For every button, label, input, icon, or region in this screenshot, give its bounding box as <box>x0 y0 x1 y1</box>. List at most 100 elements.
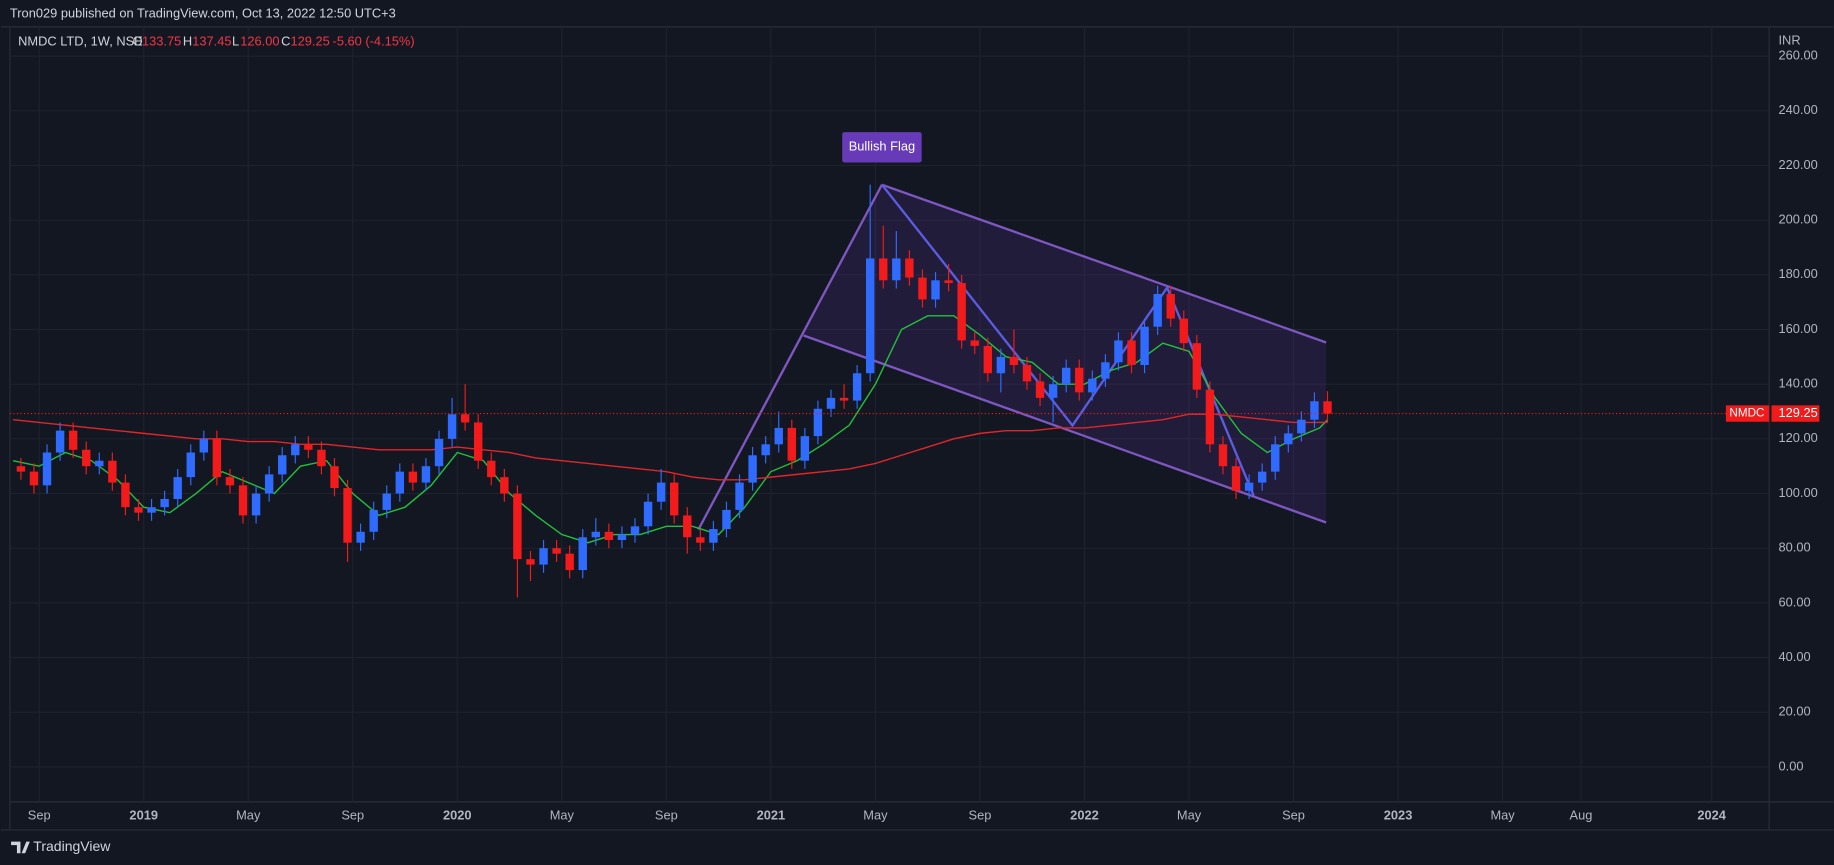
x-tick-label: Aug <box>1570 807 1593 822</box>
candle-body <box>1140 326 1149 366</box>
candle-body <box>1244 482 1254 491</box>
candle-body <box>604 531 614 540</box>
candle-body <box>108 460 117 483</box>
candle-body <box>121 482 130 508</box>
candle-body <box>643 501 653 527</box>
y-tick-label: 20.00 <box>1778 704 1810 719</box>
x-tick-label: May <box>1490 807 1515 822</box>
candle-body <box>251 493 261 516</box>
grid <box>9 26 1770 802</box>
candle-body <box>813 408 823 437</box>
candle-body <box>944 280 953 284</box>
price-value: 129.25 <box>1778 405 1817 420</box>
candle-body <box>970 340 979 346</box>
y-tick-label: 140.00 <box>1778 376 1817 391</box>
candle-body <box>68 430 78 450</box>
flag-pole <box>697 184 883 531</box>
candle-body <box>487 460 496 478</box>
candle-body <box>892 258 901 281</box>
legend: NMDC LTD, 1W, NSE O 133.75 H 137.45 L 12… <box>18 33 415 48</box>
candle-body <box>291 444 300 456</box>
candle-body <box>382 493 391 510</box>
candle-body <box>134 507 143 513</box>
candle-body <box>513 493 522 560</box>
x-tick-label: 2021 <box>757 807 786 822</box>
x-tick-label: 2022 <box>1070 807 1099 822</box>
candle-body <box>1035 381 1045 398</box>
legend-label: O <box>133 33 143 48</box>
candle-body <box>29 471 39 486</box>
y-tick-label: 100.00 <box>1778 485 1817 500</box>
candle-body <box>212 438 222 478</box>
candle-body <box>1271 444 1280 472</box>
candle-body <box>1297 419 1306 434</box>
candle-body <box>957 283 966 341</box>
candle-body <box>1153 293 1162 327</box>
y-tick-label: 200.00 <box>1778 212 1817 227</box>
candle-body <box>447 414 457 439</box>
candle-body <box>343 488 352 543</box>
candle-body <box>173 477 182 499</box>
candle-body <box>238 485 248 516</box>
flag-upper <box>881 183 1327 344</box>
candle-body <box>552 548 561 554</box>
moving-average <box>12 413 1328 481</box>
candle-body <box>787 427 797 461</box>
candle-body <box>500 477 509 494</box>
candle-body <box>1323 401 1332 414</box>
x-tick-label: 2024 <box>1697 807 1726 822</box>
candle-body <box>278 455 287 475</box>
flag-channel-fill <box>803 184 1327 523</box>
candle-body <box>656 482 666 502</box>
candle-body <box>1101 362 1110 379</box>
legend-label: C <box>281 33 290 48</box>
candle-body <box>591 531 601 538</box>
candle-body <box>95 460 104 467</box>
candle-body <box>774 427 783 445</box>
candle-body <box>578 537 587 571</box>
candle-body <box>421 466 431 483</box>
candle-body <box>1205 389 1215 445</box>
candle-body <box>1257 471 1267 483</box>
candle-body <box>42 452 52 486</box>
legend-value: 129.25 <box>290 33 329 48</box>
axis-unit: INR <box>1778 32 1800 47</box>
candle-body <box>826 397 836 409</box>
candle-body <box>800 436 810 461</box>
publish-info: Tron029 published on TradingView.com, Oc… <box>10 5 396 20</box>
candle-body <box>1048 384 1058 398</box>
candle-body <box>356 531 365 543</box>
candle-body <box>526 559 535 565</box>
candle-body <box>1075 367 1084 393</box>
candle-body <box>852 373 862 401</box>
candle-body <box>931 280 940 300</box>
annotation-box <box>842 132 922 163</box>
candle-body <box>630 526 640 535</box>
candle-body <box>1022 365 1032 382</box>
candle-body <box>669 482 679 516</box>
candle-body <box>1166 293 1175 319</box>
y-tick-label: 160.00 <box>1778 321 1817 336</box>
candle-body <box>1009 356 1019 366</box>
candle-body <box>879 258 888 281</box>
candle-body <box>160 498 169 508</box>
candle-body <box>408 471 418 483</box>
x-tick-label: May <box>1177 807 1202 822</box>
candle-body <box>996 356 1006 374</box>
legend-value: 126.00 <box>240 33 279 48</box>
candle-body <box>16 466 26 472</box>
price-symbol: NMDC <box>1729 407 1764 420</box>
candle-body <box>434 438 444 467</box>
brand: TradingView <box>33 838 111 854</box>
flag-lower <box>803 334 1327 524</box>
candle-body <box>1061 367 1071 385</box>
candle-body <box>761 444 770 456</box>
candle-body <box>1284 433 1293 445</box>
y-tick-label: 240.00 <box>1778 102 1817 117</box>
legend-value: 137.45 <box>192 33 231 48</box>
y-tick-label: 260.00 <box>1778 48 1817 63</box>
candle-body <box>369 509 378 532</box>
x-tick-label: Sep <box>969 807 992 822</box>
legend-value: 133.75 <box>142 33 181 48</box>
